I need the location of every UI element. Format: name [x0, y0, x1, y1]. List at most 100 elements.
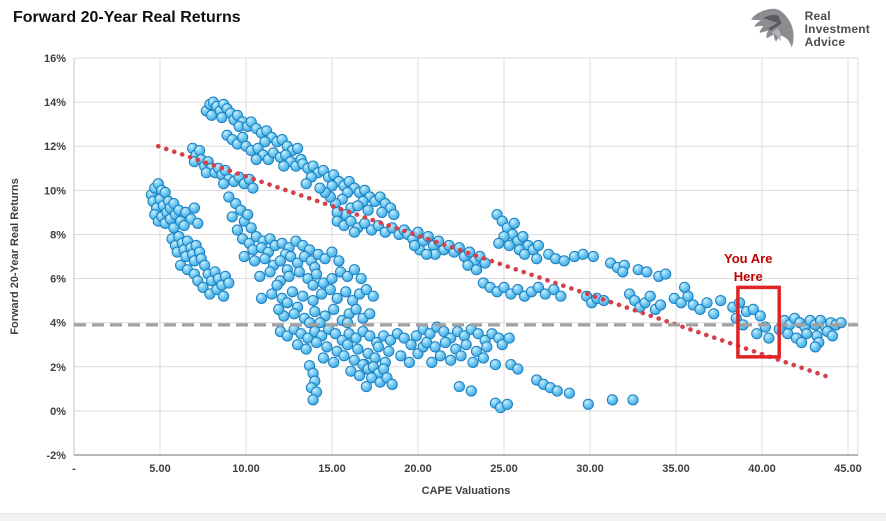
data-point: [763, 332, 775, 344]
data-point: [300, 178, 312, 190]
data-point: [292, 142, 304, 154]
data-point: [467, 356, 479, 368]
data-point: [249, 255, 261, 267]
data-point: [512, 363, 524, 375]
data-point: [307, 279, 319, 291]
data-point: [809, 341, 821, 353]
data-point: [477, 352, 489, 364]
brand-name: Real Investment Advice: [804, 8, 870, 49]
y-axis-title: Forward 20-Year Real Returns: [9, 178, 21, 335]
data-point: [679, 281, 691, 293]
x-tick-labels: - 5.00 10.00 15.00 20.00 25.00 30.00 35.00 40.00…: [72, 463, 862, 475]
data-point: [255, 292, 268, 304]
data-point: [329, 328, 341, 340]
eagle-icon: [750, 8, 794, 48]
data-point: [350, 303, 362, 315]
data-point: [470, 264, 483, 276]
data-point: [364, 308, 376, 320]
data-point: [362, 204, 374, 216]
data-point: [498, 281, 510, 293]
data-point: [264, 266, 276, 278]
data-point: [532, 281, 545, 293]
you-are-here-label-line2: Here: [734, 269, 763, 284]
data-point: [188, 202, 200, 214]
data-point: [206, 109, 218, 121]
data-point: [288, 308, 300, 320]
data-point: [168, 222, 180, 234]
x-tick-label: 30.00: [576, 463, 604, 475]
data-point: [350, 332, 362, 344]
data-point: [331, 292, 343, 304]
brand-line-1: Real: [804, 8, 831, 23]
y-tick-label: 0%: [50, 406, 66, 418]
x-tick-label: 10.00: [232, 463, 260, 475]
data-point: [782, 328, 794, 340]
data-point: [319, 253, 331, 265]
data-point: [254, 270, 266, 282]
data-point: [372, 341, 384, 353]
x-tick-label: 15.00: [318, 463, 346, 475]
data-point: [309, 306, 321, 318]
data-point: [660, 268, 672, 280]
data-point: [531, 253, 543, 265]
data-point: [641, 266, 653, 278]
data-point: [326, 246, 338, 258]
data-point: [247, 182, 259, 194]
data-point: [328, 303, 340, 315]
data-point: [627, 394, 639, 406]
data-point: [348, 354, 360, 366]
data-point: [558, 255, 570, 267]
brand-line-2: Investment: [804, 21, 870, 36]
data-point: [366, 372, 378, 384]
data-point: [388, 209, 400, 221]
data-point: [345, 365, 357, 377]
data-point: [512, 284, 524, 296]
data-point: [403, 356, 415, 368]
data-point: [434, 350, 446, 362]
data-point: [274, 255, 286, 267]
data-point: [460, 339, 472, 351]
data-point: [360, 381, 372, 393]
data-point: [751, 328, 763, 340]
data-point: [422, 231, 434, 243]
data-point: [231, 224, 243, 236]
data-point: [307, 394, 319, 406]
data-point: [376, 206, 388, 218]
data-point: [503, 239, 515, 252]
data-point: [300, 343, 312, 355]
data-point: [694, 303, 706, 315]
you-are-here-box: [736, 285, 781, 359]
data-point: [577, 248, 589, 260]
data-point: [503, 332, 515, 344]
data-point: [345, 215, 357, 227]
data-point: [501, 398, 513, 410]
data-point: [747, 303, 760, 315]
brand-logo: Real Investment Advice: [748, 6, 870, 52]
data-point: [355, 273, 367, 285]
x-tick-label: 45.00: [834, 463, 862, 475]
data-point: [508, 217, 520, 229]
data-point: [675, 297, 687, 309]
data-point: [324, 284, 336, 296]
y-tick-label: -2%: [46, 450, 66, 462]
data-point: [715, 295, 727, 307]
y-tick-label: 6%: [50, 274, 66, 286]
data-point: [426, 356, 438, 368]
data-point: [754, 310, 766, 322]
data-point: [281, 330, 293, 342]
data-point: [582, 398, 594, 410]
data-point: [386, 378, 398, 390]
data-point: [453, 381, 465, 393]
footer-strip: [0, 513, 886, 521]
brand-line-3: Advice: [804, 34, 846, 49]
data-point: [429, 341, 441, 353]
data-point: [796, 336, 808, 349]
data-point: [223, 191, 235, 203]
data-point: [338, 350, 350, 362]
y-tick-label: 10%: [44, 185, 66, 197]
data-point: [242, 209, 254, 221]
data-point: [551, 385, 563, 397]
data-point: [470, 345, 483, 357]
data-point: [297, 290, 309, 302]
